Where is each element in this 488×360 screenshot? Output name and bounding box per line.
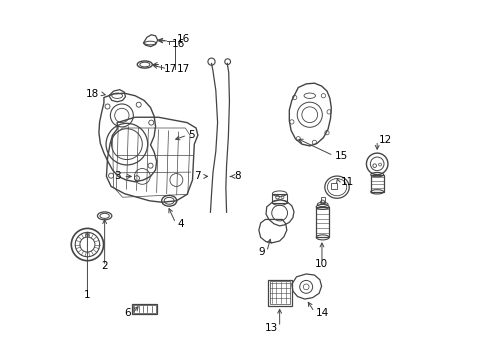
Text: 9: 9 (258, 247, 264, 257)
Bar (316, 207, 328, 237)
Text: 15: 15 (334, 150, 347, 161)
Text: 16: 16 (171, 39, 184, 49)
Text: 16: 16 (176, 35, 189, 44)
Bar (330, 183, 336, 189)
Bar (269, 282, 290, 304)
Text: 5: 5 (188, 130, 195, 140)
Text: 7: 7 (194, 171, 201, 181)
Text: 11: 11 (340, 177, 353, 187)
Bar (272, 194, 286, 203)
Text: 12: 12 (378, 135, 391, 145)
Bar (131, 304, 157, 315)
Text: 13: 13 (264, 323, 278, 333)
Text: 3: 3 (114, 171, 121, 181)
Text: 6: 6 (123, 309, 130, 318)
Text: 2: 2 (101, 261, 108, 271)
Text: 17: 17 (176, 64, 189, 74)
Text: 1: 1 (84, 290, 91, 300)
Text: 8: 8 (234, 171, 241, 181)
Bar (370, 175, 383, 192)
Bar (320, 197, 324, 203)
Text: 17: 17 (163, 64, 176, 74)
Bar (267, 280, 292, 306)
Text: 4: 4 (177, 220, 183, 229)
Text: 14: 14 (316, 308, 329, 318)
Bar (133, 305, 155, 313)
Text: 10: 10 (314, 259, 327, 269)
Text: 18: 18 (86, 89, 99, 99)
